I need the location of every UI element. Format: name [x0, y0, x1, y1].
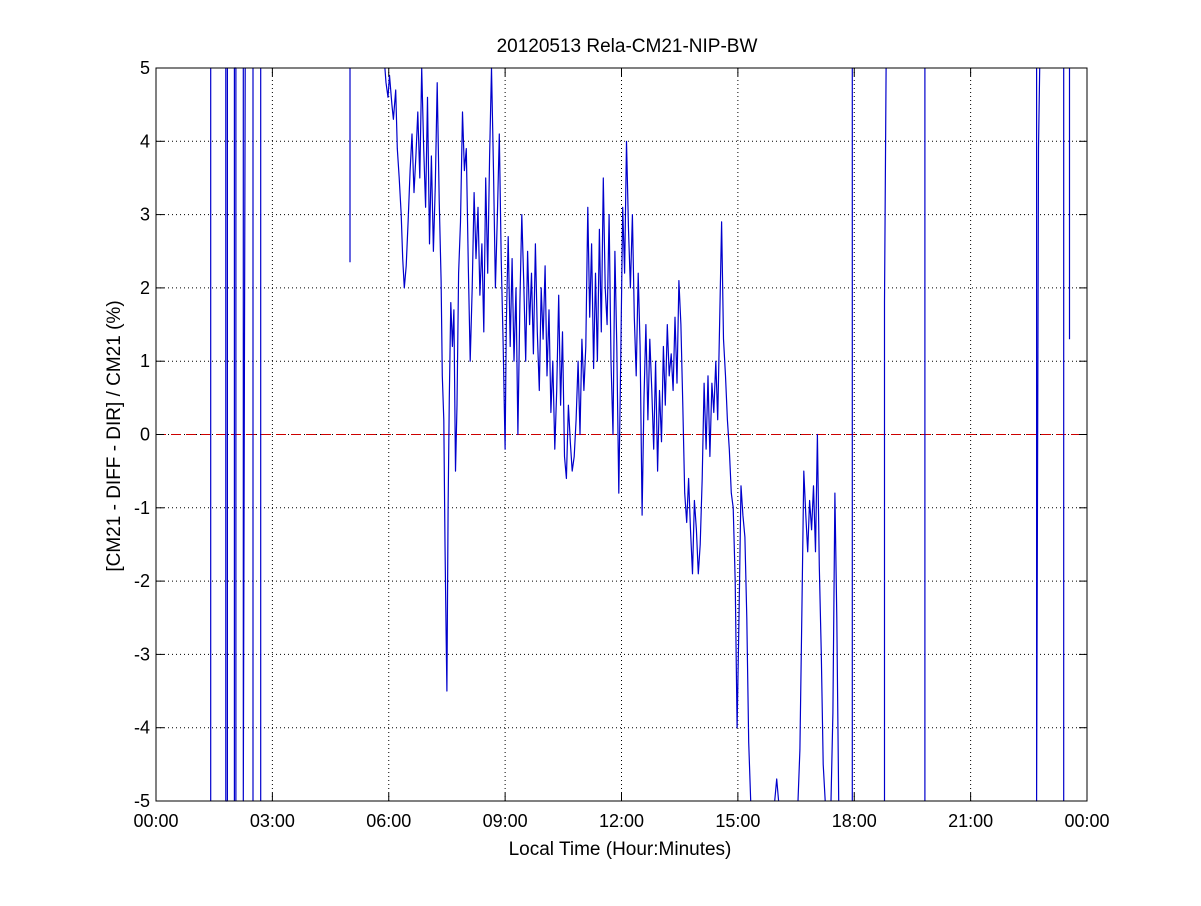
series-layer	[210, 67, 1071, 802]
x-axis-label: Local Time (Hour:Minutes)	[509, 839, 732, 860]
y-tick-label: 3	[140, 205, 150, 225]
y-tick-label: 1	[140, 351, 150, 371]
x-tick-label: 00:00	[133, 811, 178, 831]
x-tick-label: 15:00	[715, 811, 760, 831]
series-line-segment	[883, 67, 887, 801]
series-line-segment	[1035, 67, 1041, 802]
y-tick-label: -3	[134, 644, 150, 664]
y-tick-label: -2	[134, 571, 150, 591]
x-tick-label: 03:00	[250, 811, 295, 831]
x-tick-label: 21:00	[948, 811, 993, 831]
x-tick-label: 06:00	[366, 811, 411, 831]
x-tick-label: 09:00	[483, 811, 528, 831]
series-line-segment	[797, 433, 826, 802]
y-tick-label: -1	[134, 498, 150, 518]
y-tick-label: 5	[140, 58, 150, 78]
series-line-segment	[830, 492, 840, 802]
x-tick-label: 00:00	[1064, 811, 1109, 831]
y-tick-labels: -5 -4 -3 -2 -1 0 1 2 3 4 5	[134, 58, 150, 811]
series-line-segment	[774, 778, 780, 802]
x-tick-label: 18:00	[832, 811, 877, 831]
x-tick-label: 12:00	[599, 811, 644, 831]
chart-title: 20120513 Rela-CM21-NIP-BW	[497, 36, 758, 57]
series-line-segment	[384, 67, 752, 802]
y-tick-label: -5	[134, 791, 150, 811]
y-tick-label: 4	[140, 131, 150, 151]
x-tick-labels: 00:00 03:00 06:00 09:00 12:00 15:00 18:00 21:00…	[133, 811, 1109, 831]
y-tick-label: -4	[134, 718, 150, 738]
y-tick-label: 0	[140, 425, 150, 445]
y-tick-label: 2	[140, 278, 150, 298]
y-axis-label: [CM21 - DIFF - DIR] / CM21 (%)	[104, 300, 125, 571]
axis-ticks	[155, 67, 1088, 802]
